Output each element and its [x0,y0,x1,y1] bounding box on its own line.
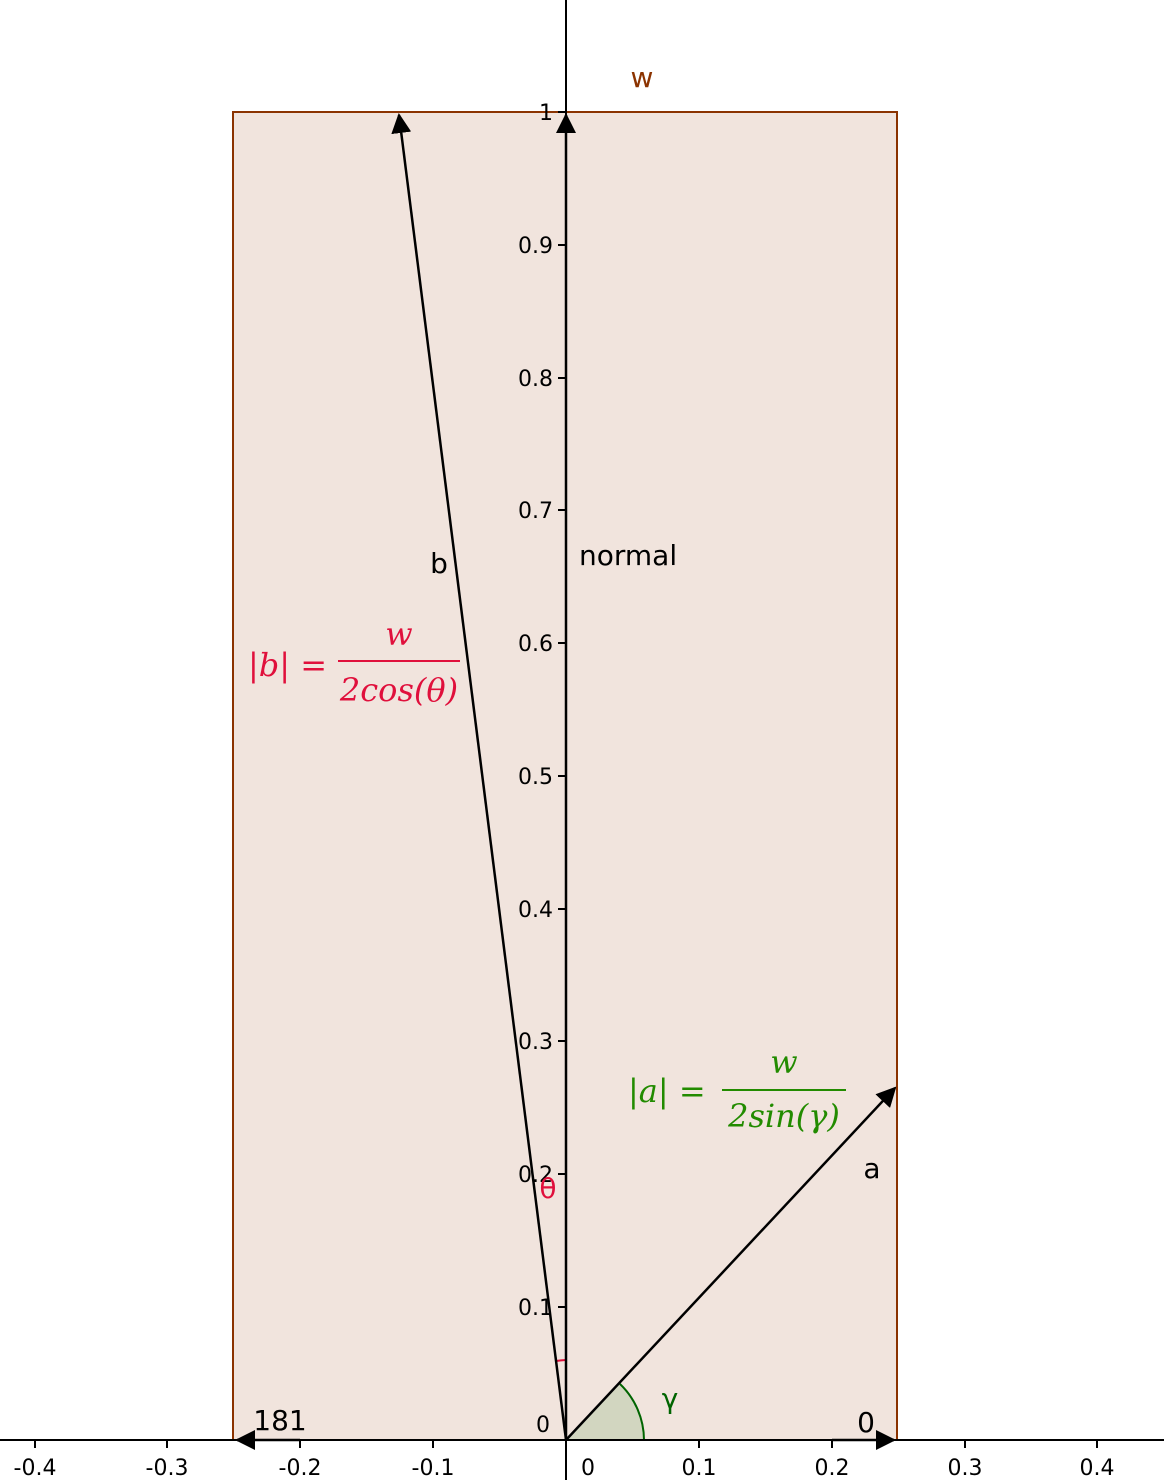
x-tick-label: 0.2 [815,1456,850,1480]
x-tick-label: -0.4 [14,1456,57,1480]
left-bottom-label: 181 [253,1404,306,1437]
origin-label: 0 [536,1413,550,1438]
formula-a: |a| = w 2sin(γ) [628,1043,846,1135]
y-tick-label: 0.4 [518,898,553,923]
y-tick-label: 0.6 [518,632,553,657]
formula-b-numerator: w [385,615,412,653]
y-tick-label: 0.7 [518,499,553,524]
x-tick-label: 0.1 [682,1456,717,1480]
gamma-label: γ [662,1382,679,1415]
x-ticks [34,1440,1098,1448]
y-tick-label: 1 [539,101,553,126]
y-tick-label: 0.9 [518,234,553,259]
x-tick-label: 0 [581,1456,595,1480]
x-tick-label: 0.4 [1080,1456,1115,1480]
w-label: w [631,61,654,94]
formula-a-numerator: w [770,1043,797,1081]
right-bottom-label: 0 [857,1406,875,1439]
x-tick-label: -0.2 [279,1456,322,1480]
formula-b-lhs: |b| = [248,646,327,684]
y-tick-label: 0.8 [518,367,553,392]
y-tick-label: 0.3 [518,1030,553,1055]
x-tick-label: -0.3 [146,1456,189,1480]
formula-b: |b| = w 2cos(θ) [248,615,460,709]
a-label: a [863,1152,880,1185]
x-tick-labels: -0.4 -0.3 -0.2 -0.1 0 0.1 0.2 0.3 0.4 [14,1456,1115,1480]
y-tick-labels: 0.1 0.2 0.3 0.4 0.5 0.6 0.7 0.8 0.9 1 [518,101,553,1321]
vector-a [565,1086,897,1441]
normal-label: normal [579,539,677,572]
b-label: b [430,547,448,580]
x-tick-label: -0.1 [412,1456,455,1480]
y-ticks [558,111,566,1308]
y-tick-label: 0.5 [518,765,553,790]
gamma-angle-wedge [566,1384,644,1440]
formula-b-denominator: 2cos(θ) [339,671,458,709]
theta-angle-arc [555,1359,567,1362]
vector-b [391,113,568,1441]
x-tick-label: 0.3 [948,1456,983,1480]
gamma-angle-arc [619,1383,645,1441]
y-tick-label: 0.2 [518,1163,553,1188]
formula-a-denominator: 2sin(γ) [727,1097,840,1135]
formula-a-lhs: |a| = [628,1072,706,1110]
theta-label: θ [539,1172,556,1205]
